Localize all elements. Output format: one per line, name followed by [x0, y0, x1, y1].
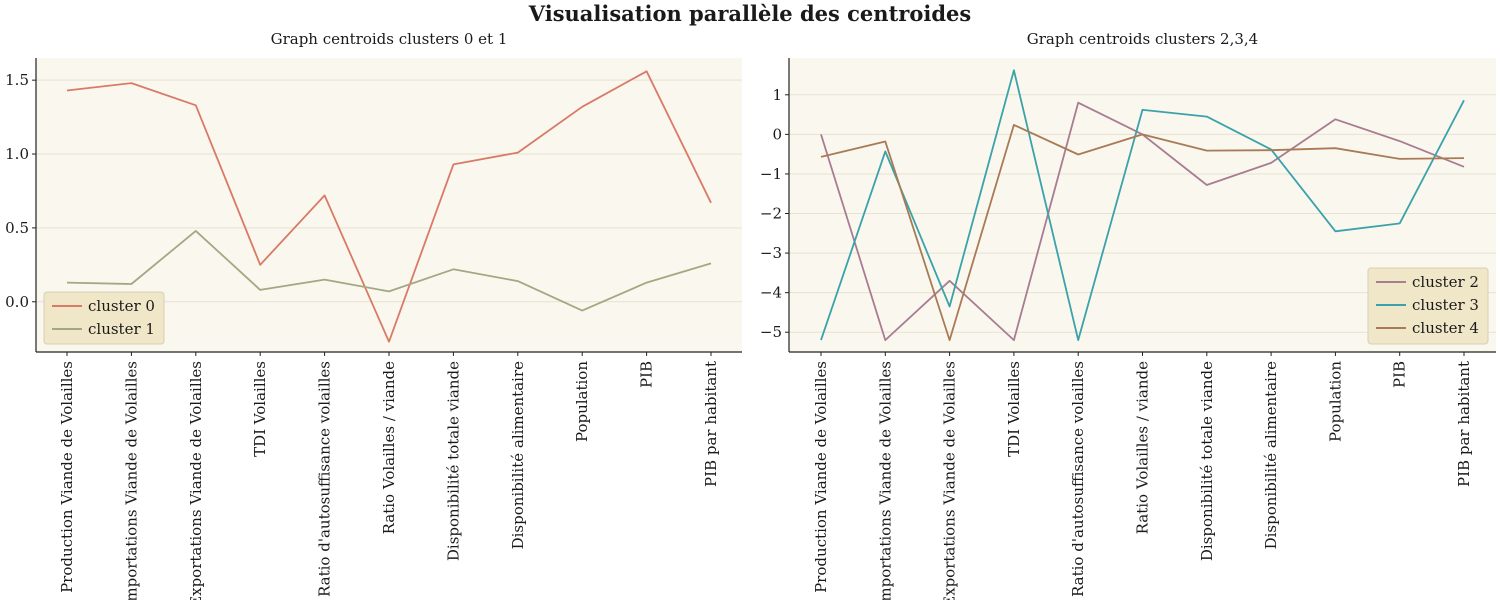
legend-label: cluster 4 [1412, 319, 1479, 337]
legend-label: cluster 1 [88, 320, 155, 338]
chart-subtitle: Graph centroids clusters 0 et 1 [271, 30, 508, 48]
y-tick-label: 0 [772, 125, 782, 143]
x-category-label: Importations Viande de Volailles [122, 361, 140, 600]
legend-box [1367, 267, 1489, 345]
chart-subtitle: Graph centroids clusters 2,3,4 [1027, 30, 1258, 48]
x-category-label: Ratio d'autosuffisance volailles [1069, 361, 1087, 597]
x-category-label: Ratio Volailles / viande [1134, 361, 1152, 534]
series-line-cluster-3 [820, 69, 1465, 342]
y-tick-label: 1.5 [5, 71, 29, 89]
x-category-label: TDI Volailles [1005, 361, 1023, 457]
x-category-label: Ratio Volailles / viande [380, 361, 398, 534]
x-category-label: Exportations Viande de Volailles [941, 361, 959, 600]
legend: cluster 0 cluster 1 [43, 291, 165, 345]
y-tick-label: −4 [760, 284, 782, 302]
series-line-cluster-1 [66, 229, 712, 312]
y-tick-label: 0.5 [5, 219, 29, 237]
series-line-cluster-0 [66, 70, 712, 343]
x-category-label: Importations Viande de Volailles [876, 361, 894, 600]
chart-panel-0: Graph centroids clusters 0 et 1 0.0 0.5 1.0… [5, 30, 742, 600]
y-tick-label: 1.0 [5, 145, 29, 163]
x-category-label: Production Viande de Volailles [812, 361, 830, 593]
chart-panel-1: Graph centroids clusters 2,3,4 1 0 −1 −2 −3 −4… [760, 30, 1496, 600]
legend-label: cluster 0 [88, 297, 155, 315]
x-category-label: PIB par habitant [702, 361, 720, 487]
y-tick-label: −2 [760, 205, 782, 223]
legend-label: cluster 2 [1412, 273, 1479, 291]
legend: cluster 2 cluster 3 cluster 4 [1367, 267, 1489, 345]
y-tick-label: 0.0 [5, 293, 29, 311]
x-category-label: Ratio d'autosuffisance volailles [316, 361, 334, 597]
x-category-label: Production Viande de Volailles [58, 361, 76, 593]
figure-title: Visualisation parallèle des centroides [528, 1, 972, 26]
x-category-label: Disponibilité alimentaire [509, 361, 527, 550]
series-line-cluster-4 [820, 124, 1465, 342]
x-category-label: Disponibilité totale viande [444, 361, 462, 561]
legend-label: cluster 3 [1412, 296, 1479, 314]
x-category-label: Population [573, 361, 591, 442]
x-category-label: PIB [1391, 361, 1409, 388]
x-category-label: PIB par habitant [1455, 361, 1473, 487]
x-category-label: PIB [638, 361, 656, 388]
x-category-label: Disponibilité totale viande [1198, 361, 1216, 561]
x-category-label: Disponibilité alimentaire [1262, 361, 1280, 550]
x-category-label: TDI Volailles [251, 361, 269, 457]
y-tick-label: −5 [760, 323, 782, 341]
x-category-label: Exportations Viande de Volailles [187, 361, 205, 600]
y-tick-label: −1 [760, 165, 782, 183]
y-tick-label: 1 [772, 86, 782, 104]
y-tick-label: −3 [760, 244, 782, 262]
x-category-label: Population [1326, 361, 1344, 442]
